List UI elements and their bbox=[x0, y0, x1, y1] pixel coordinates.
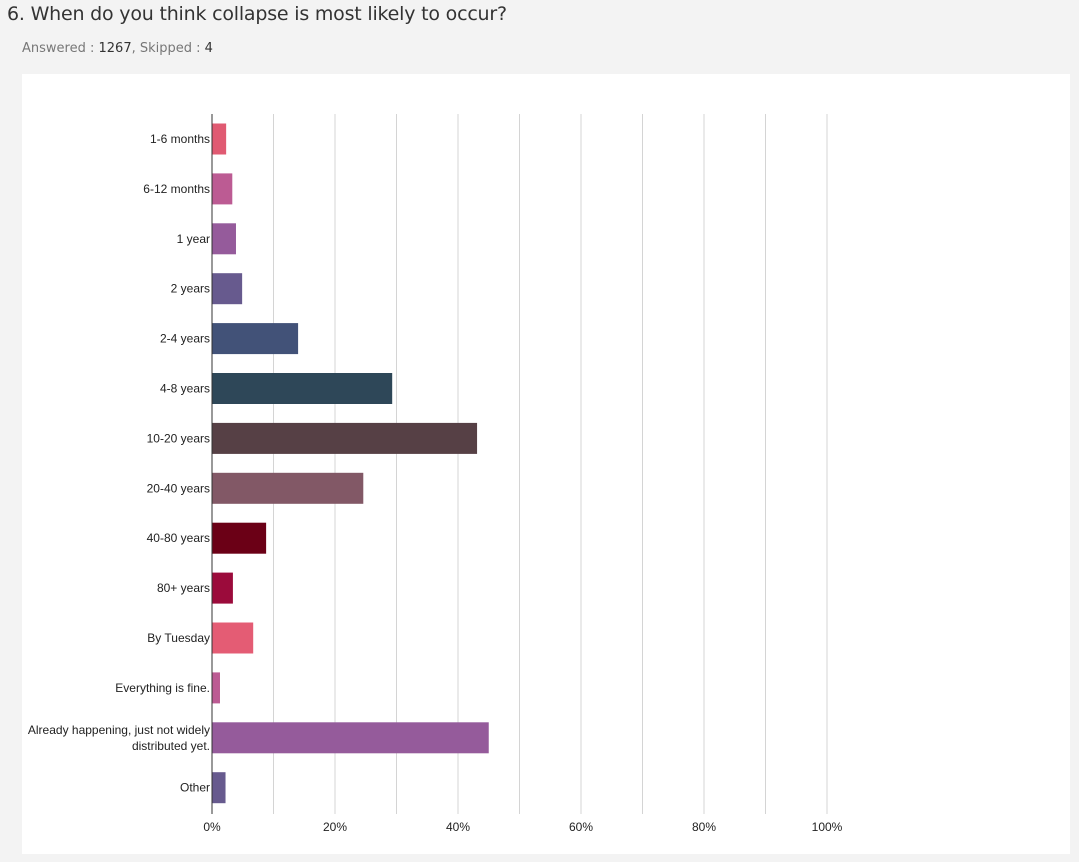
category-label-4: 2-4 years bbox=[160, 332, 210, 346]
response-stats: Answered : 1267, Skipped : 4 bbox=[22, 41, 213, 56]
category-label-9: 80+ years bbox=[157, 581, 210, 595]
bar-chart: 1-6 months 6-12 months 1 year 2 years 2-4 ye… bbox=[28, 114, 843, 834]
category-label-13: Other bbox=[180, 781, 210, 795]
bar-4[interactable] bbox=[212, 323, 299, 355]
category-label-3: 2 years bbox=[171, 282, 210, 296]
tick-label-0: 0% bbox=[203, 820, 221, 834]
category-labels: 1-6 months 6-12 months 1 year 2 years 2-4 ye… bbox=[28, 132, 210, 795]
bar-12[interactable] bbox=[212, 722, 489, 754]
tick-label-20: 20% bbox=[323, 820, 347, 834]
tick-label-40: 40% bbox=[446, 820, 470, 834]
category-label-8: 40-80 years bbox=[147, 531, 210, 545]
category-label-6: 10-20 years bbox=[147, 431, 210, 445]
category-label-11: Everything is fine. bbox=[115, 681, 210, 695]
bar-2[interactable] bbox=[212, 223, 236, 255]
category-label-7: 20-40 years bbox=[147, 481, 210, 495]
bar-10[interactable] bbox=[212, 622, 254, 654]
skipped-label: , Skipped : bbox=[131, 41, 201, 56]
category-label-5: 4-8 years bbox=[160, 382, 210, 396]
category-label-2: 1 year bbox=[177, 232, 210, 246]
grid-lines bbox=[273, 114, 828, 814]
bar-6[interactable] bbox=[212, 422, 478, 454]
question-title: 6. When do you think collapse is most li… bbox=[7, 3, 507, 25]
bar-7[interactable] bbox=[212, 472, 364, 504]
bar-13[interactable] bbox=[212, 772, 226, 804]
bar-11[interactable] bbox=[212, 672, 220, 704]
tick-label-100: 100% bbox=[812, 820, 843, 834]
tick-labels: 0% 20% 40% 60% 80% 100% bbox=[203, 820, 842, 834]
tick-label-80: 80% bbox=[692, 820, 716, 834]
bar-3[interactable] bbox=[212, 273, 243, 305]
skipped-count: 4 bbox=[204, 41, 213, 56]
bar-1[interactable] bbox=[212, 173, 233, 205]
tick-label-60: 60% bbox=[569, 820, 593, 834]
bar-9[interactable] bbox=[212, 572, 233, 604]
answered-count: 1267 bbox=[98, 41, 132, 56]
answered-label: Answered : bbox=[22, 41, 95, 56]
chart-panel: 1-6 months 6-12 months 1 year 2 years 2-4 ye… bbox=[22, 74, 1070, 854]
bar-5[interactable] bbox=[212, 373, 393, 404]
bar-8[interactable] bbox=[212, 522, 267, 554]
category-label-0: 1-6 months bbox=[150, 132, 210, 146]
category-label-12: Already happening, just not widely distri… bbox=[28, 723, 210, 753]
category-label-1: 6-12 months bbox=[143, 182, 210, 196]
bar-0[interactable] bbox=[212, 123, 227, 155]
bars bbox=[212, 123, 489, 804]
category-label-10: By Tuesday bbox=[147, 631, 210, 645]
